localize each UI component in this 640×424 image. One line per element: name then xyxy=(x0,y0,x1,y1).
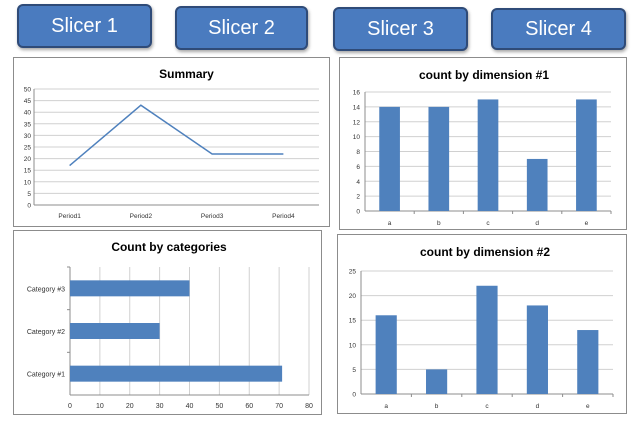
y-tick-label: 0 xyxy=(352,392,356,399)
chart-title: count by dimension #1 xyxy=(419,68,549,82)
x-tick-label: a xyxy=(384,403,388,410)
dimension-2-chart-panel: count by dimension #2 0 5 10 15 20 25 a b c d e xyxy=(337,234,627,414)
y-tick-label: 40 xyxy=(24,110,32,117)
summary-line-chart: Summary 0 5 10 15 20 25 30 35 40 45 50 Period1 Period… xyxy=(24,67,319,220)
bar-a xyxy=(379,106,400,211)
summary-series-line xyxy=(69,104,284,167)
y-tick-label: 45 xyxy=(24,98,32,105)
y-tick-label: 14 xyxy=(353,104,361,111)
x-tick-label: c xyxy=(486,220,490,227)
x-tick-label: 40 xyxy=(186,403,194,410)
slicer-3-button[interactable]: Slicer 3 xyxy=(333,7,468,51)
bar-e xyxy=(577,330,599,394)
x-tick-label: 10 xyxy=(96,403,104,410)
y-tick-label: 10 xyxy=(24,179,32,186)
y-tick-label: 5 xyxy=(352,367,356,374)
x-tick-label: 0 xyxy=(68,403,72,410)
y-tick-label: 4 xyxy=(356,179,360,186)
dimension-1-chart-panel: count by dimension #1 0 2 4 6 8 10 12 14 16 a b c d e xyxy=(339,57,627,230)
y-tick-label: 16 xyxy=(353,90,361,97)
bar-b xyxy=(426,369,448,394)
y-tick-label: 0 xyxy=(27,203,31,210)
slicer-4-button[interactable]: Slicer 4 xyxy=(491,8,626,50)
bar-a xyxy=(375,315,397,394)
x-tick-label: d xyxy=(535,220,539,227)
y-tick-label: 25 xyxy=(349,269,357,276)
y-tick-label: Category #3 xyxy=(27,286,65,293)
x-tick-label: Period1 xyxy=(58,213,81,220)
x-tick-label: e xyxy=(586,403,590,410)
x-tick-label: a xyxy=(388,220,392,227)
bar-d xyxy=(526,305,548,394)
y-tick-label: 20 xyxy=(24,156,32,163)
chart-title: Count by categories xyxy=(111,240,227,254)
y-tick-label: 10 xyxy=(353,134,361,141)
bar-e xyxy=(576,99,597,211)
x-tick-label: Period2 xyxy=(130,213,153,220)
x-tick-label: 20 xyxy=(126,403,134,410)
x-tick-label: 30 xyxy=(156,403,164,410)
y-tick-label: 20 xyxy=(349,293,357,300)
y-tick-label: 35 xyxy=(24,121,32,128)
y-tick-label: Category #2 xyxy=(27,329,65,336)
y-tick-label: 2 xyxy=(356,194,360,201)
x-tick-label: 80 xyxy=(305,403,313,410)
x-tick-label: 70 xyxy=(275,403,283,410)
bar-category-2 xyxy=(70,323,160,339)
x-tick-label: d xyxy=(536,403,540,410)
bar-b xyxy=(428,106,450,211)
y-tick-label: 5 xyxy=(27,191,31,198)
x-tick-label: b xyxy=(437,220,441,227)
x-tick-label: Period3 xyxy=(201,213,224,220)
y-tick-label: 15 xyxy=(24,168,32,175)
chart-title: Summary xyxy=(159,67,214,81)
x-tick-label: e xyxy=(585,220,589,227)
slicer-1-button[interactable]: Slicer 1 xyxy=(17,4,152,48)
summary-chart-panel: Summary 0 5 10 15 20 25 30 35 40 45 50 Period1 Period… xyxy=(13,57,330,227)
x-tick-label: b xyxy=(435,403,439,410)
x-tick-label: 50 xyxy=(215,403,223,410)
dimension-1-bar-chart: count by dimension #1 0 2 4 6 8 10 12 14 16 a b c d e xyxy=(353,68,612,227)
categories-chart-panel: Count by categories 0 10 20 30 40 50 60 70 80 Cate… xyxy=(13,230,322,415)
y-tick-label: 25 xyxy=(24,145,32,152)
y-tick-label: 50 xyxy=(24,87,32,94)
bar-d xyxy=(526,158,548,211)
bar-c xyxy=(476,285,498,394)
x-tick-label: c xyxy=(485,403,489,410)
chart-title: count by dimension #2 xyxy=(420,245,550,259)
y-tick-label: 0 xyxy=(356,209,360,216)
categories-bar-chart: Count by categories 0 10 20 30 40 50 60 70 80 Cate… xyxy=(27,240,313,410)
slicer-2-button[interactable]: Slicer 2 xyxy=(175,6,308,50)
y-tick-label: 30 xyxy=(24,133,32,140)
y-tick-label: 12 xyxy=(353,119,361,126)
bar-category-1 xyxy=(70,365,283,382)
x-tick-label: Period4 xyxy=(272,213,295,220)
dimension-2-bar-chart: count by dimension #2 0 5 10 15 20 25 a b c d e xyxy=(349,245,614,410)
x-tick-label: 60 xyxy=(245,403,253,410)
bar-category-3 xyxy=(70,280,190,297)
y-tick-label: 6 xyxy=(356,164,360,171)
y-tick-label: 10 xyxy=(349,342,357,349)
y-tick-label: 8 xyxy=(356,149,360,156)
y-tick-label: 15 xyxy=(349,318,357,325)
y-tick-label: Category #1 xyxy=(27,372,65,379)
bar-c xyxy=(477,99,499,211)
